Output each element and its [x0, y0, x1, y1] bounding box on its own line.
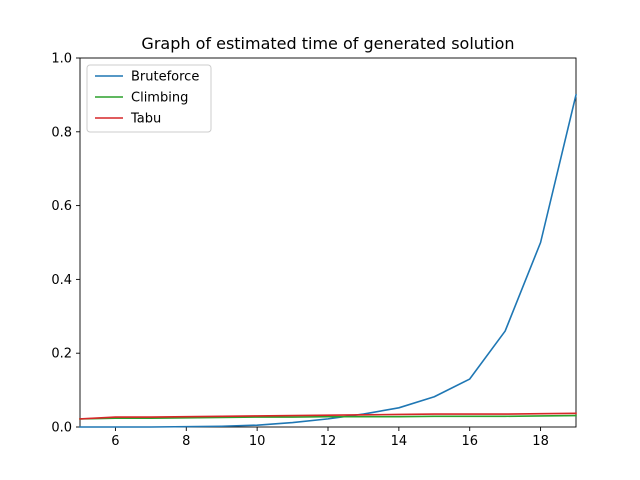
- x-tick-label: 12: [320, 434, 337, 449]
- y-tick-label: 0.0: [51, 421, 72, 436]
- y-tick-label: 0.8: [51, 125, 72, 140]
- x-tick-label: 10: [249, 434, 266, 449]
- y-tick-label: 0.4: [51, 273, 72, 288]
- x-tick-label: 18: [532, 434, 549, 449]
- x-tick-label: 14: [391, 434, 408, 449]
- y-axis: 0.0 0.2 0.4 0.6 0.8 1.0: [51, 52, 80, 436]
- chart-title: Graph of estimated time of generated sol…: [141, 34, 514, 53]
- legend-box: [86, 64, 212, 133]
- series-layer: [79, 93, 577, 428]
- x-axis: 6 8 10 12 14 16 18: [111, 427, 549, 449]
- x-tick-label: 16: [461, 434, 478, 449]
- series-line-tabu: [79, 412, 577, 420]
- legend: Bruteforce Climbing Tabu: [86, 64, 212, 133]
- y-tick-label: 1.0: [51, 52, 72, 67]
- y-tick-label: 0.2: [51, 347, 72, 362]
- x-tick-label: 6: [111, 434, 119, 449]
- legend-label: Bruteforce: [131, 70, 199, 85]
- x-tick-label: 8: [182, 434, 190, 449]
- y-tick-label: 0.6: [51, 199, 72, 214]
- legend-label: Tabu: [130, 112, 161, 127]
- series-line-bruteforce: [79, 93, 577, 428]
- series-line-climbing: [79, 414, 577, 420]
- legend-label: Climbing: [131, 91, 188, 106]
